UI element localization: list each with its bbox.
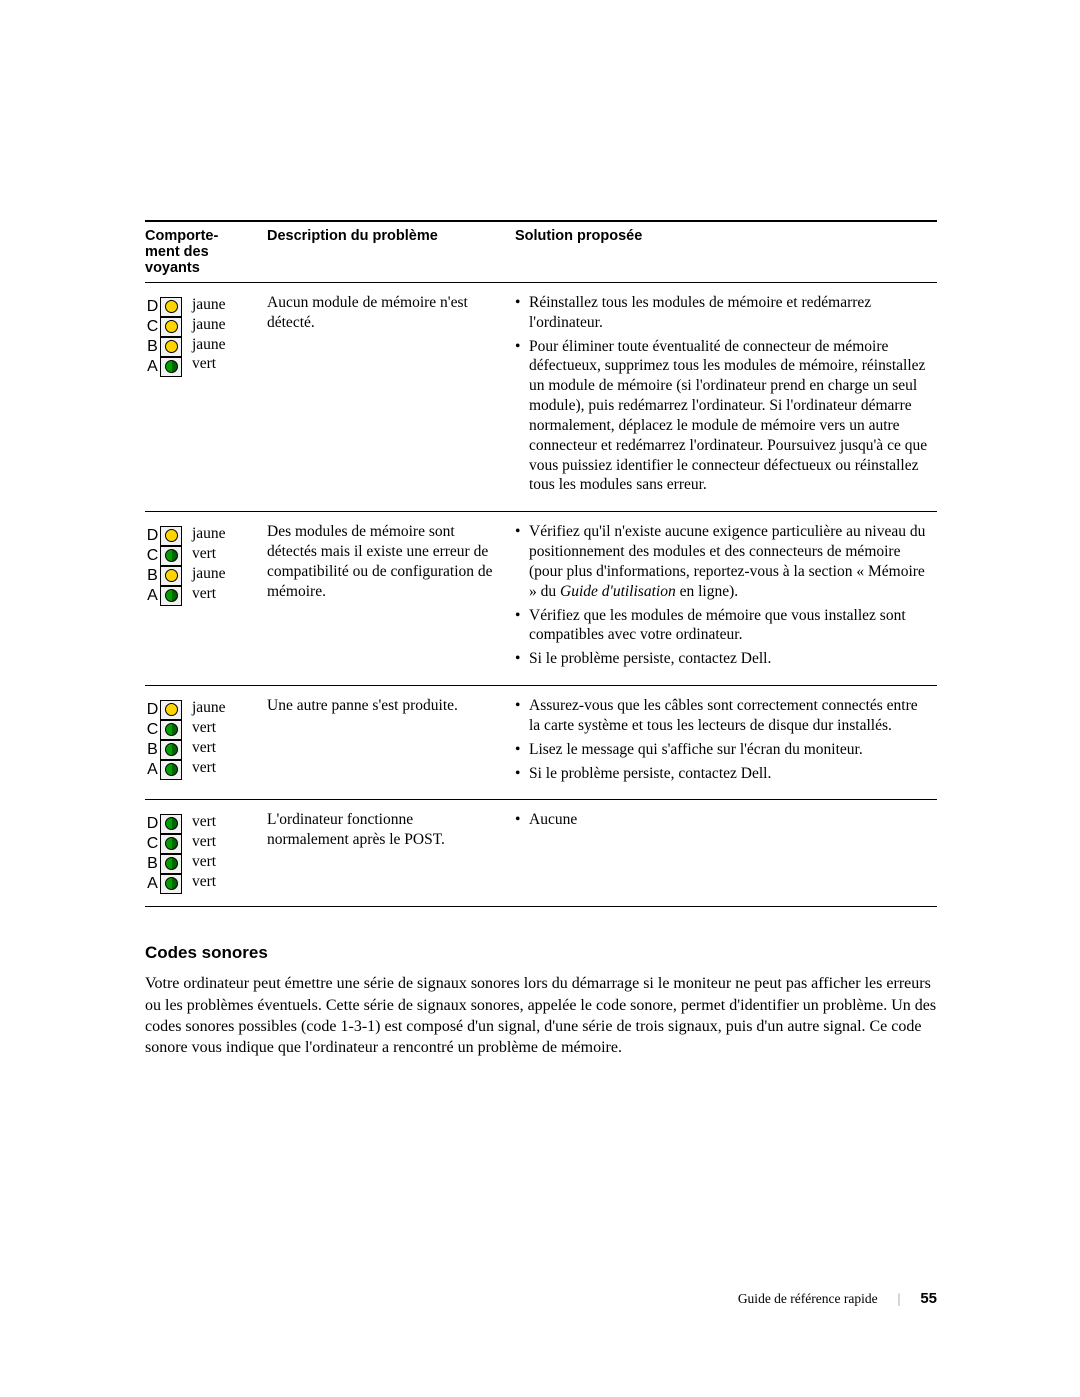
solution-item: Vérifiez que les modules de mémoire que … [515, 606, 929, 646]
led-label: vert [192, 852, 216, 872]
led-label: vert [192, 544, 226, 564]
th-solution: Solution proposée [515, 221, 937, 283]
led-c-icon [165, 723, 178, 736]
solution-list: Réinstallez tous les modules de mémoire … [515, 293, 929, 495]
led-label: vert [192, 872, 216, 892]
solution-item: Réinstallez tous les modules de mémoire … [515, 293, 929, 333]
problem-description: L'ordinateur fonctionne normalement aprè… [267, 800, 515, 907]
led-a-icon [165, 763, 178, 776]
led-label: jaune [192, 335, 226, 355]
solution-item: Aucune [515, 810, 929, 830]
diagnostic-lights-table: Comporte- ment des voyants Description d… [145, 220, 937, 907]
led-diagram: D C B A jaune vert vert vert [145, 696, 259, 780]
led-label: vert [192, 832, 216, 852]
led-d-icon [165, 703, 178, 716]
page-content: Comporte- ment des voyants Description d… [0, 0, 1080, 1058]
problem-description: Aucun module de mémoire n'est détecté. [267, 283, 515, 512]
led-diagram: D C B A jaune jaune jaune vert [145, 293, 259, 377]
led-label: jaune [192, 295, 226, 315]
page-footer: Guide de référence rapide | 55 [738, 1290, 937, 1307]
footer-separator: | [898, 1291, 901, 1307]
th-behavior: Comporte- ment des voyants [145, 221, 267, 283]
table-row: D C B A jaune jaune jaune vert Aucu [145, 283, 937, 512]
solution-item: Pour éliminer toute éventualité de conne… [515, 337, 929, 496]
led-label: jaune [192, 315, 226, 335]
led-a-icon [165, 360, 178, 373]
solution-item: Lisez le message qui s'affiche sur l'écr… [515, 740, 929, 760]
led-diagram: D C B A vert vert vert vert [145, 810, 259, 894]
solution-item: Si le problème persiste, contactez Dell. [515, 764, 929, 784]
th-description: Description du problème [267, 221, 515, 283]
led-diagram: D C B A jaune vert jaune vert [145, 522, 259, 606]
led-label: vert [192, 354, 226, 374]
table-row: D C B A jaune vert vert vert Une au [145, 686, 937, 800]
led-label: jaune [192, 564, 226, 584]
led-a-icon [165, 589, 178, 602]
led-label: vert [192, 812, 216, 832]
solution-list: Aucune [515, 810, 929, 830]
table-row: D C B A jaune vert jaune vert Des m [145, 512, 937, 686]
led-label: vert [192, 758, 226, 778]
led-c-icon [165, 837, 178, 850]
section-heading-codes-sonores: Codes sonores [145, 943, 937, 963]
problem-description: Une autre panne s'est produite. [267, 686, 515, 800]
solution-item: Assurez-vous que les câbles sont correct… [515, 696, 929, 736]
led-label: jaune [192, 524, 226, 544]
led-c-icon [165, 549, 178, 562]
led-d-icon [165, 300, 178, 313]
led-b-icon [165, 340, 178, 353]
table-row: D C B A vert vert vert vert L'ordin [145, 800, 937, 907]
led-d-icon [165, 529, 178, 542]
led-a-icon [165, 877, 178, 890]
problem-description: Des modules de mémoire sont détectés mai… [267, 512, 515, 686]
led-b-icon [165, 569, 178, 582]
led-label: vert [192, 718, 226, 738]
led-c-icon [165, 320, 178, 333]
page-number: 55 [920, 1290, 937, 1307]
led-label: vert [192, 738, 226, 758]
footer-title: Guide de référence rapide [738, 1291, 878, 1307]
led-label: vert [192, 584, 226, 604]
section-paragraph: Votre ordinateur peut émettre une série … [145, 973, 937, 1057]
solution-item: Vérifiez qu'il n'existe aucune exigence … [515, 522, 929, 601]
led-b-icon [165, 857, 178, 870]
led-b-icon [165, 743, 178, 756]
solution-list: Assurez-vous que les câbles sont correct… [515, 696, 929, 783]
solution-item: Si le problème persiste, contactez Dell. [515, 649, 929, 669]
led-label: jaune [192, 698, 226, 718]
solution-list: Vérifiez qu'il n'existe aucune exigence … [515, 522, 929, 669]
led-d-icon [165, 817, 178, 830]
